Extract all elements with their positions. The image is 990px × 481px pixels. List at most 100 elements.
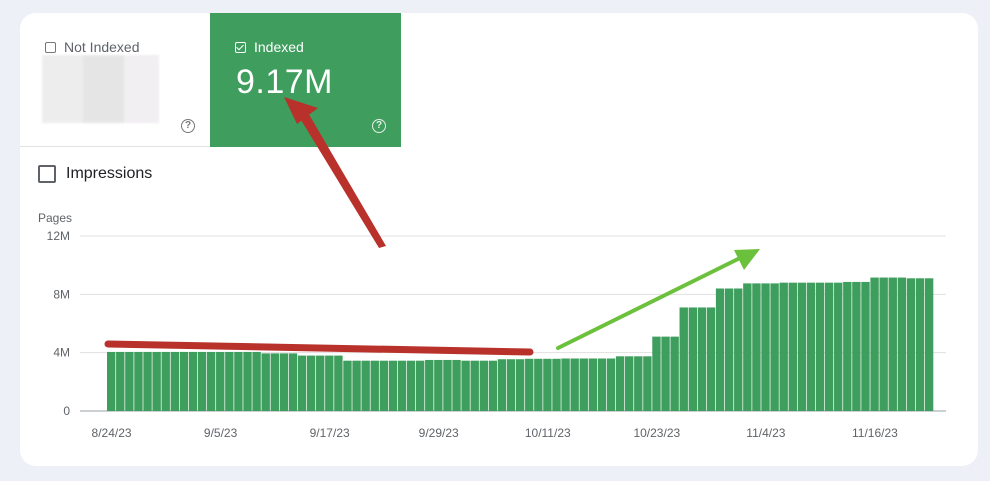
bar	[206, 351, 216, 411]
bar	[425, 359, 434, 411]
bar	[470, 360, 479, 411]
bar	[443, 359, 452, 411]
impressions-checkbox[interactable]	[38, 165, 56, 183]
red-arrow-icon	[298, 111, 386, 248]
indexed-tile[interactable]: Indexed 9.17M ?	[210, 13, 401, 147]
not-indexed-tile[interactable]: Not Indexed ?	[20, 13, 210, 147]
red-arrow-head-icon	[284, 97, 318, 124]
not-indexed-label: Not Indexed	[64, 39, 140, 55]
y-axis-title: Pages	[38, 211, 72, 225]
bar	[243, 351, 252, 411]
bar	[343, 360, 352, 411]
bar	[134, 351, 143, 411]
x-tick-label: 11/4/23	[746, 426, 785, 440]
bar	[879, 277, 888, 411]
bar	[170, 351, 180, 411]
indexed-label: Indexed	[254, 39, 304, 55]
bar	[906, 278, 916, 411]
impressions-toggle[interactable]: Impressions	[38, 165, 152, 183]
bar	[706, 307, 716, 411]
bar	[188, 351, 198, 411]
green-arrow-icon	[556, 257, 740, 350]
bar	[316, 355, 325, 411]
bar	[479, 360, 488, 411]
bar	[306, 355, 316, 411]
bar	[270, 353, 279, 411]
bar	[670, 336, 679, 411]
y-tick-label: 4M	[53, 346, 70, 360]
not-indexed-header: Not Indexed	[45, 39, 140, 55]
bar	[197, 351, 207, 411]
bar	[234, 351, 243, 411]
bar	[461, 360, 470, 411]
x-tick-label: 9/29/23	[419, 426, 459, 440]
bar	[752, 283, 761, 411]
bar	[715, 288, 725, 411]
not-indexed-checkbox[interactable]	[45, 41, 56, 53]
bar	[615, 356, 625, 411]
bar	[724, 288, 734, 411]
bar	[688, 307, 698, 411]
bar	[761, 283, 770, 411]
bar	[179, 351, 189, 411]
bar	[679, 307, 688, 411]
help-icon[interactable]: ?	[372, 119, 386, 133]
bar	[788, 282, 797, 411]
bar	[652, 336, 661, 411]
bar	[161, 351, 170, 411]
bar	[861, 281, 870, 411]
bar	[406, 360, 416, 411]
bar	[915, 278, 925, 411]
x-tick-label: 8/24/23	[92, 426, 132, 440]
green-arrow-head-icon	[734, 249, 760, 270]
bar	[634, 356, 643, 411]
bar	[743, 283, 752, 411]
bar	[734, 288, 743, 411]
bar	[497, 359, 507, 411]
bar	[107, 351, 116, 411]
indexed-checkbox[interactable]	[235, 41, 246, 53]
bar	[888, 277, 897, 411]
bar	[297, 355, 307, 411]
bar	[143, 351, 152, 411]
bar	[515, 359, 525, 411]
redacted-value	[42, 55, 159, 123]
y-tick-label: 12M	[47, 229, 70, 243]
x-tick-label: 11/16/23	[852, 426, 898, 440]
bar	[325, 355, 334, 411]
bar	[116, 351, 125, 411]
bar	[806, 282, 816, 411]
bar	[216, 351, 225, 411]
bar	[834, 282, 843, 411]
bar	[388, 360, 398, 411]
bar	[824, 282, 834, 411]
red-trend-line	[104, 340, 534, 356]
bar	[815, 282, 825, 411]
indexed-header: Indexed	[235, 39, 304, 55]
bar	[897, 277, 907, 411]
bar	[597, 358, 607, 411]
bar	[534, 358, 543, 411]
y-tick-label: 8M	[53, 287, 70, 301]
bar	[924, 278, 934, 411]
bar	[543, 358, 552, 411]
bar	[261, 353, 270, 411]
bar	[252, 351, 261, 411]
bar	[288, 353, 298, 411]
help-icon[interactable]: ?	[181, 119, 195, 133]
bar	[588, 358, 598, 411]
bar	[506, 359, 516, 411]
bar	[370, 360, 379, 411]
bar	[379, 360, 389, 411]
bar	[643, 356, 652, 411]
bar	[697, 307, 707, 411]
bar	[579, 358, 588, 411]
bar	[770, 283, 779, 411]
bar	[397, 360, 407, 411]
bar	[625, 356, 634, 411]
x-tick-label: 9/17/23	[310, 426, 350, 440]
bar	[570, 358, 579, 411]
bar	[661, 336, 670, 411]
bar	[852, 281, 861, 411]
